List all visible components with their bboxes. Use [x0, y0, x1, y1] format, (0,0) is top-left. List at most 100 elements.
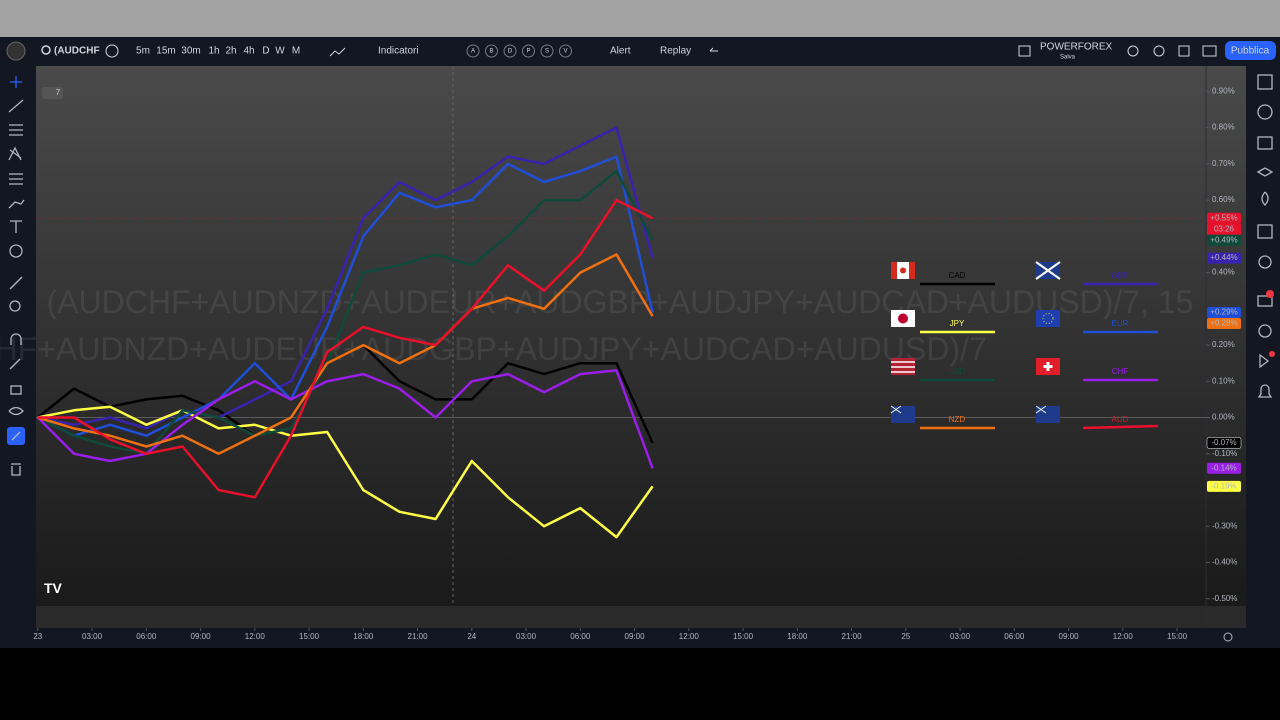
- flag-part: [1035, 261, 1061, 280]
- interval[interactable]: 2h: [225, 46, 236, 57]
- flag-part: [1035, 405, 1047, 414]
- last-value-box: [1207, 317, 1241, 329]
- interval[interactable]: D: [262, 46, 269, 57]
- left-toolbar[interactable]: [7, 76, 25, 476]
- x-tick-label: 25: [901, 632, 910, 641]
- flag-part: [909, 262, 915, 279]
- indicator-letter[interactable]: B: [489, 49, 493, 55]
- avatar[interactable]: [6, 41, 26, 61]
- x-tick-label: 03:00: [516, 632, 537, 641]
- x-tick-label: 09:00: [625, 632, 646, 641]
- flag-part: [900, 267, 906, 274]
- indicator-template[interactable]: [503, 44, 517, 58]
- layout-icon[interactable]: [1018, 45, 1031, 57]
- right-sidebar[interactable]: [1256, 74, 1274, 398]
- last-value-box: [1207, 212, 1241, 224]
- badge: [1269, 351, 1275, 357]
- undo[interactable]: [709, 47, 718, 52]
- indicator-template[interactable]: [466, 44, 480, 58]
- top-band: [0, 0, 1280, 37]
- symbol[interactable]: (AUDCHF: [54, 46, 100, 57]
- legend-swatch: [1082, 424, 1159, 430]
- x-tick-label: 12:00: [679, 632, 700, 641]
- legend-label: AUD: [1112, 415, 1129, 424]
- x-tick-label: 24: [467, 632, 476, 641]
- last-value-label: -0.19%: [1211, 482, 1236, 491]
- y-tick-label: 0.60%: [1212, 195, 1235, 204]
- y-tick-label: -0.50%: [1212, 594, 1237, 603]
- alert[interactable]: Alert: [610, 46, 631, 57]
- last-value-box: [1207, 480, 1241, 492]
- y-tick-label: -0.10%: [1212, 449, 1237, 458]
- broker[interactable]: POWERFOREX: [1040, 42, 1113, 53]
- interval[interactable]: 1h: [208, 46, 219, 57]
- last-value-label: +0.28%: [1210, 319, 1237, 328]
- indicator-letter[interactable]: S: [545, 49, 549, 55]
- x-tick-label: 09:00: [1059, 632, 1080, 641]
- x-tick-label: 06:00: [1004, 632, 1025, 641]
- flag-part: [1042, 313, 1054, 324]
- y-tick-label: -0.30%: [1212, 521, 1237, 530]
- flag: [1036, 310, 1060, 327]
- interval[interactable]: W: [275, 46, 285, 57]
- interval[interactable]: 30m: [181, 46, 200, 57]
- flag-part: [891, 361, 915, 373]
- indicators[interactable]: Indicatori: [378, 46, 419, 57]
- y-tick-label: 0.40%: [1212, 268, 1235, 277]
- indicator-letter[interactable]: V: [563, 49, 567, 55]
- x-tick-label: 23: [33, 632, 42, 641]
- y-tick-label: 0.90%: [1212, 86, 1235, 95]
- chart-pane: [36, 66, 1246, 606]
- indicator-template[interactable]: [540, 44, 554, 58]
- x-tick-label: 03:00: [950, 632, 971, 641]
- indicator-letter[interactable]: P: [526, 49, 530, 55]
- y-tick-label: 0.20%: [1212, 340, 1235, 349]
- last-value-label: -0.07%: [1211, 438, 1236, 447]
- legend-label: NZD: [949, 415, 966, 424]
- interval[interactable]: 5m: [136, 46, 150, 57]
- y-tick-label: 0.80%: [1212, 123, 1235, 132]
- interval[interactable]: 15m: [156, 46, 175, 57]
- save[interactable]: Salva: [1060, 55, 1076, 61]
- indicator-template[interactable]: [485, 44, 498, 58]
- interval[interactable]: M: [292, 46, 300, 57]
- watermark: (AUDCHF+AUDNZD+AUDEUR+AUDGBP+AUDJPY+AUDC…: [0, 331, 987, 367]
- interval[interactable]: 4h: [243, 46, 254, 57]
- publish[interactable]: Pubblica: [1231, 46, 1270, 57]
- indicator-letter[interactable]: D: [508, 49, 513, 55]
- collapse-count[interactable]: 7: [56, 88, 61, 97]
- x-tick-label: 21:00: [408, 632, 429, 641]
- legend-label: CAD: [949, 271, 966, 280]
- x-tick-label: 18:00: [353, 632, 374, 641]
- x-tick-label: 09:00: [191, 632, 212, 641]
- indicator-letter[interactable]: A: [471, 49, 475, 55]
- publish-button[interactable]: [1225, 41, 1276, 60]
- last-value-box: [1207, 462, 1241, 474]
- collapse-button[interactable]: [42, 87, 63, 99]
- legend-label: CHF: [1112, 367, 1129, 376]
- toolbar-icons[interactable]: [1127, 45, 1217, 57]
- legend: CAD GBP JPY EUR USD CHF NZD AUD: [890, 261, 1159, 430]
- indicator-template[interactable]: [559, 44, 572, 58]
- add-symbol[interactable]: [105, 44, 119, 58]
- logo: TV: [44, 580, 63, 596]
- last-value-label: +0.44%: [1210, 253, 1237, 262]
- settings[interactable]: [1223, 632, 1233, 642]
- replay[interactable]: Replay: [660, 46, 691, 57]
- legend-label: JPY: [950, 319, 965, 328]
- watermark: (AUDCHF+AUDNZD+AUDEUR+AUDGBP+AUDJPY+AUDC…: [47, 284, 1194, 320]
- last-value-box: [1206, 437, 1242, 449]
- chart-type[interactable]: [329, 47, 346, 57]
- search-icon: [41, 45, 51, 55]
- x-tick-label: 15:00: [733, 632, 754, 641]
- indicator-template[interactable]: [522, 44, 535, 58]
- y-tick-label: -0.40%: [1212, 558, 1237, 567]
- x-tick-label: 06:00: [570, 632, 591, 641]
- x-tick-label: 18:00: [787, 632, 808, 641]
- last-value-box: [1207, 306, 1241, 318]
- badge: [1266, 290, 1274, 298]
- flag-part: [890, 405, 902, 414]
- pane-bottom: [36, 606, 1246, 628]
